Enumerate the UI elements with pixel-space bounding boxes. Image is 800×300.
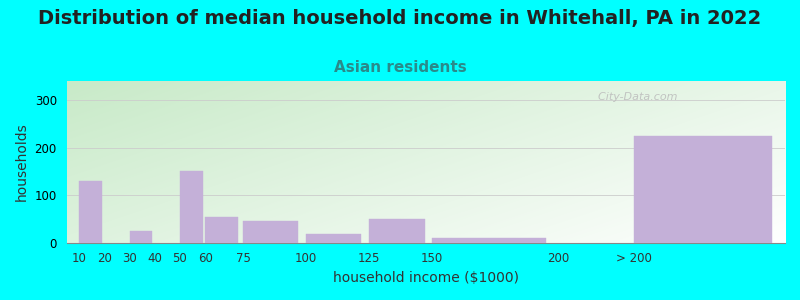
Y-axis label: households: households <box>15 122 29 201</box>
Bar <box>634 136 772 243</box>
Bar <box>369 219 425 243</box>
X-axis label: household income ($1000): household income ($1000) <box>333 271 518 285</box>
Bar <box>243 221 298 243</box>
Text: City-Data.com: City-Data.com <box>591 92 678 102</box>
Bar <box>79 181 102 243</box>
Text: Asian residents: Asian residents <box>334 60 466 75</box>
Bar <box>306 234 362 243</box>
Bar <box>205 217 238 243</box>
Bar <box>130 231 152 243</box>
Bar <box>432 238 546 243</box>
Bar <box>180 171 202 243</box>
Text: Distribution of median household income in Whitehall, PA in 2022: Distribution of median household income … <box>38 9 762 28</box>
